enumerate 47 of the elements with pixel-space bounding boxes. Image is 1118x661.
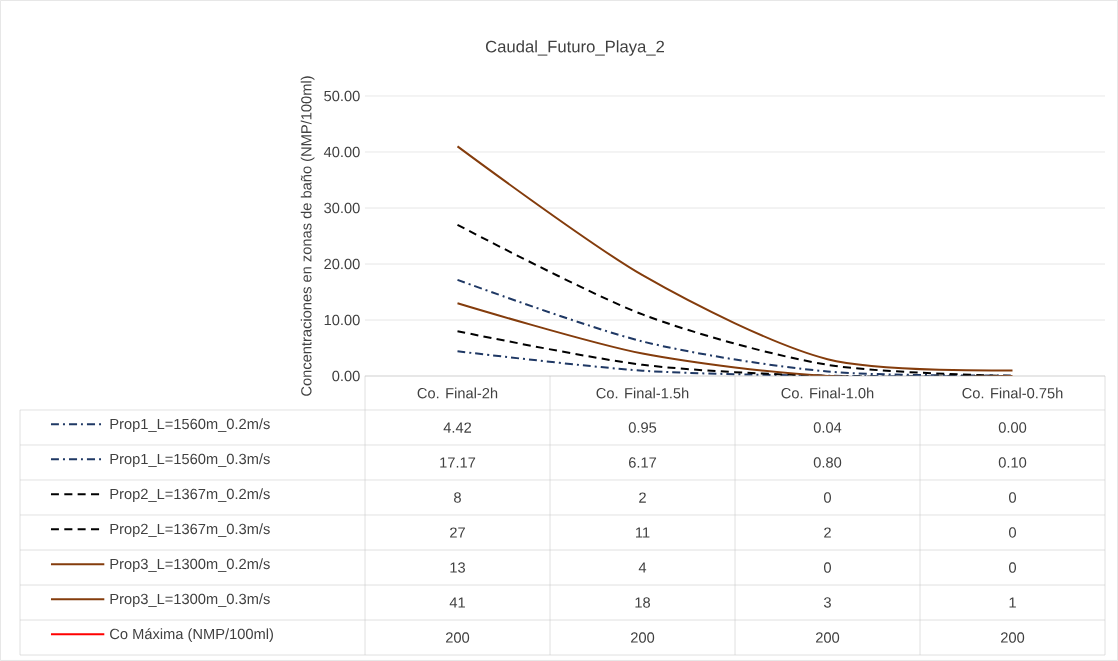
text: 200 <box>816 632 840 643</box>
data-label: 0 <box>1009 527 1017 538</box>
data-label: 2 <box>639 492 646 503</box>
data-label: 4.42 <box>443 422 472 433</box>
y-axis-title: Concentraciones en zonas de baño (NMP/100ml) <box>300 76 315 396</box>
data-label: 0.10 <box>998 457 1027 468</box>
legend-label: Prop1_L=1560m_0.2m/s <box>110 418 270 433</box>
data-label: 11 <box>636 527 650 538</box>
data-label: 3 <box>823 597 831 608</box>
y-tick-label: 10.00 <box>324 314 360 326</box>
data-label: 41 <box>449 597 465 608</box>
legend-label: Prop2_L=1367m_0.2m/s <box>110 488 270 503</box>
data-label: 6.17 <box>628 457 657 468</box>
legend-label: Co Máxima (NMP/100ml) <box>110 628 273 643</box>
y-tick-label: 50.00 <box>324 90 360 102</box>
data-label: 17.17 <box>440 457 476 468</box>
y-tick-label: 20.00 <box>324 258 360 270</box>
data-label: 18 <box>635 597 651 608</box>
y-tick-label: 40.00 <box>323 146 360 158</box>
y-tick-label: 0.00 <box>332 370 360 382</box>
data-label: 4 <box>638 562 647 573</box>
data-label: 0.95 <box>628 422 657 433</box>
data-label: 0 <box>1009 492 1017 503</box>
x-tick-label: Co. Final-0.75h <box>962 387 1063 399</box>
legend-label: Prop3_L=1300m_0.3m/s <box>110 593 270 608</box>
x-tick-label: Co. Final-1.5h <box>596 387 689 399</box>
data-label: 27 <box>450 527 465 538</box>
text: 200 <box>631 632 655 643</box>
legend-label: Prop2_L=1367m_0.3m/s <box>110 523 270 538</box>
chart-title: Caudal_Futuro_Playa_2 <box>485 40 664 56</box>
data-label: 0.04 <box>813 422 842 433</box>
legend-label: Prop1_L=1560m_0.3m/s <box>110 453 270 468</box>
data-label: 8 <box>454 492 461 503</box>
data-label: 0 <box>823 492 831 503</box>
legend-label: Prop3_L=1300m_0.2m/s <box>110 558 270 573</box>
data-label: 0.80 <box>813 457 842 468</box>
text: 200 <box>1001 632 1025 643</box>
data-label: 13 <box>450 562 465 573</box>
data-label: 0 <box>823 562 831 573</box>
x-tick-label: Co. Final-1.0h <box>781 387 874 399</box>
data-label: 1 <box>1009 597 1016 608</box>
data-label: 2 <box>824 527 831 538</box>
data-label: 0 <box>1009 562 1017 573</box>
data-label: 0.00 <box>998 422 1027 433</box>
x-tick-label: Co. Final-2h <box>417 387 498 399</box>
y-tick-label: 30.00 <box>324 202 360 214</box>
text: 200 <box>445 632 470 643</box>
